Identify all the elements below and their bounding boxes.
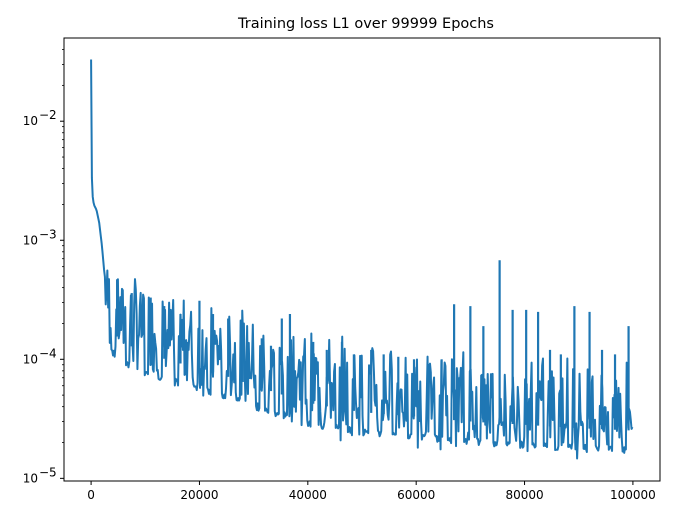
y-tick-label: 10 −4 <box>23 346 57 366</box>
x-tick-label: 60000 <box>397 488 435 502</box>
x-tick-label: 100000 <box>610 488 656 502</box>
y-tick-label: 10 −2 <box>23 108 57 128</box>
y-tick-base: 10 <box>23 233 38 247</box>
plot-area <box>90 59 634 460</box>
x-tick-label: 80000 <box>505 488 543 502</box>
x-tick-label: 40000 <box>289 488 327 502</box>
y-tick-base: 10 <box>23 471 38 485</box>
y-tick-exponent: −2 <box>39 108 57 122</box>
y-tick-exponent: −5 <box>39 465 57 479</box>
y-axis: 10−510−410−310−2 <box>23 49 64 485</box>
y-tick-label: 10 −3 <box>23 227 57 247</box>
y-tick-label: 10 −5 <box>23 465 57 485</box>
y-tick-exponent: −3 <box>39 227 57 241</box>
y-tick-base: 10 <box>23 114 38 128</box>
y-tick-base: 10 <box>23 352 38 366</box>
chart-title: Training loss L1 over 99999 Epochs <box>237 16 494 32</box>
x-tick-label: 20000 <box>180 488 218 502</box>
x-tick-label: 0 <box>87 488 95 502</box>
x-axis: 0 20000 40000 60000 80000 100000 <box>87 481 656 502</box>
y-tick-exponent: −4 <box>39 346 57 360</box>
axes-frame <box>63 37 661 482</box>
